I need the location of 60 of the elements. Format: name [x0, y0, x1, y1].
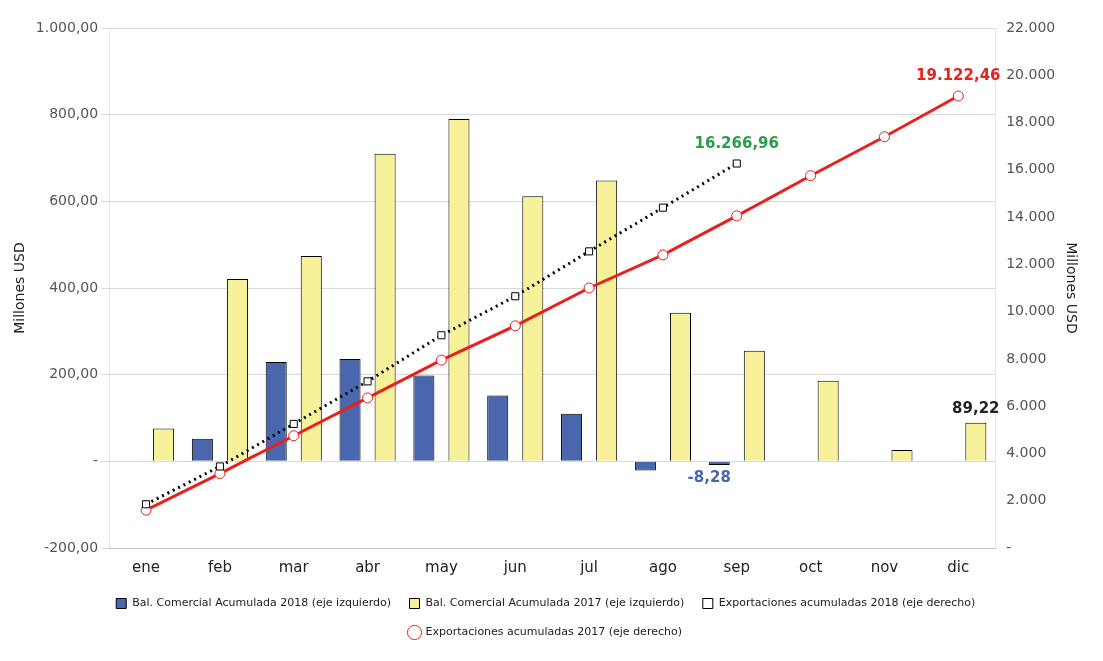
point	[805, 170, 817, 182]
data-label: 89,22	[952, 399, 1000, 418]
y-tick-label: 400,00	[49, 278, 99, 295]
x-tick-label: abr	[355, 557, 381, 576]
point	[658, 203, 667, 212]
y-axis-title: Millones USD	[11, 242, 28, 334]
point	[731, 210, 743, 222]
y2-tick-label: 22.000	[1006, 18, 1056, 35]
y-tick-label: -200,00	[44, 538, 99, 555]
point	[583, 282, 595, 294]
y-tick-label: 200,00	[49, 365, 99, 382]
point	[657, 249, 669, 261]
y2-tick-label: 16.000	[1006, 160, 1056, 177]
x-tick-label: sep	[723, 557, 751, 576]
x-tick-label: mar	[278, 557, 310, 576]
y-tick-label: 600,00	[49, 191, 99, 208]
point	[878, 131, 890, 143]
legend-label: Bal. Comercial Acumulada 2017 (eje izquierdo)	[425, 596, 685, 610]
x-tick-label: nov	[870, 557, 899, 576]
y2-axis-title: Millones USD	[1063, 242, 1080, 334]
y2-tick-label: 14.000	[1006, 207, 1056, 224]
point	[732, 159, 741, 168]
point	[585, 247, 594, 256]
point	[509, 320, 521, 332]
x-tick-label: may	[425, 557, 458, 576]
y2-tick-label: 20.000	[1006, 65, 1056, 82]
y2-tick-label: 10.000	[1006, 302, 1056, 319]
x-tick-label: feb	[207, 557, 232, 576]
x-tick-label: oct	[798, 557, 823, 576]
point	[215, 462, 224, 471]
x-tick-label: jun	[502, 557, 527, 576]
x-tick-label: dic	[947, 557, 970, 576]
y2-tick-label: 6.000	[1006, 396, 1047, 413]
point	[363, 377, 372, 386]
data-label: 16.266,96	[694, 133, 780, 152]
point	[952, 90, 964, 102]
x-tick-label: ene	[132, 557, 161, 576]
point	[142, 500, 151, 509]
y-tick-label: -	[93, 451, 99, 468]
data-label: -8,28	[687, 468, 731, 487]
y2-tick-label: -	[1006, 538, 1012, 555]
y2-tick-label: 8.000	[1006, 349, 1047, 366]
y-tick-label: 1.000,00	[35, 18, 99, 35]
legend-label: Bal. Comercial Acumulada 2018 (eje izquierdo)	[132, 596, 392, 610]
y2-tick-label: 12.000	[1006, 255, 1056, 271]
x-tick-label: jul	[579, 557, 599, 576]
y2-tick-label: 18.000	[1006, 113, 1056, 130]
point	[435, 354, 447, 366]
y2-tick-label: 4.000	[1006, 444, 1047, 461]
data-label: 19.122,46	[916, 66, 1001, 85]
point	[437, 331, 446, 340]
point	[288, 430, 300, 442]
legend-label: Exportaciones acumuladas 2017 (eje derecho)	[425, 625, 682, 639]
point	[289, 419, 298, 428]
point	[362, 392, 374, 404]
x-tick-label: ago	[648, 557, 677, 576]
point	[511, 292, 520, 301]
legend-label: Exportaciones acumuladas 2018 (eje derecho)	[718, 596, 976, 610]
y2-tick-label: 2.000	[1006, 491, 1047, 508]
y-tick-label: 800,00	[49, 105, 99, 122]
